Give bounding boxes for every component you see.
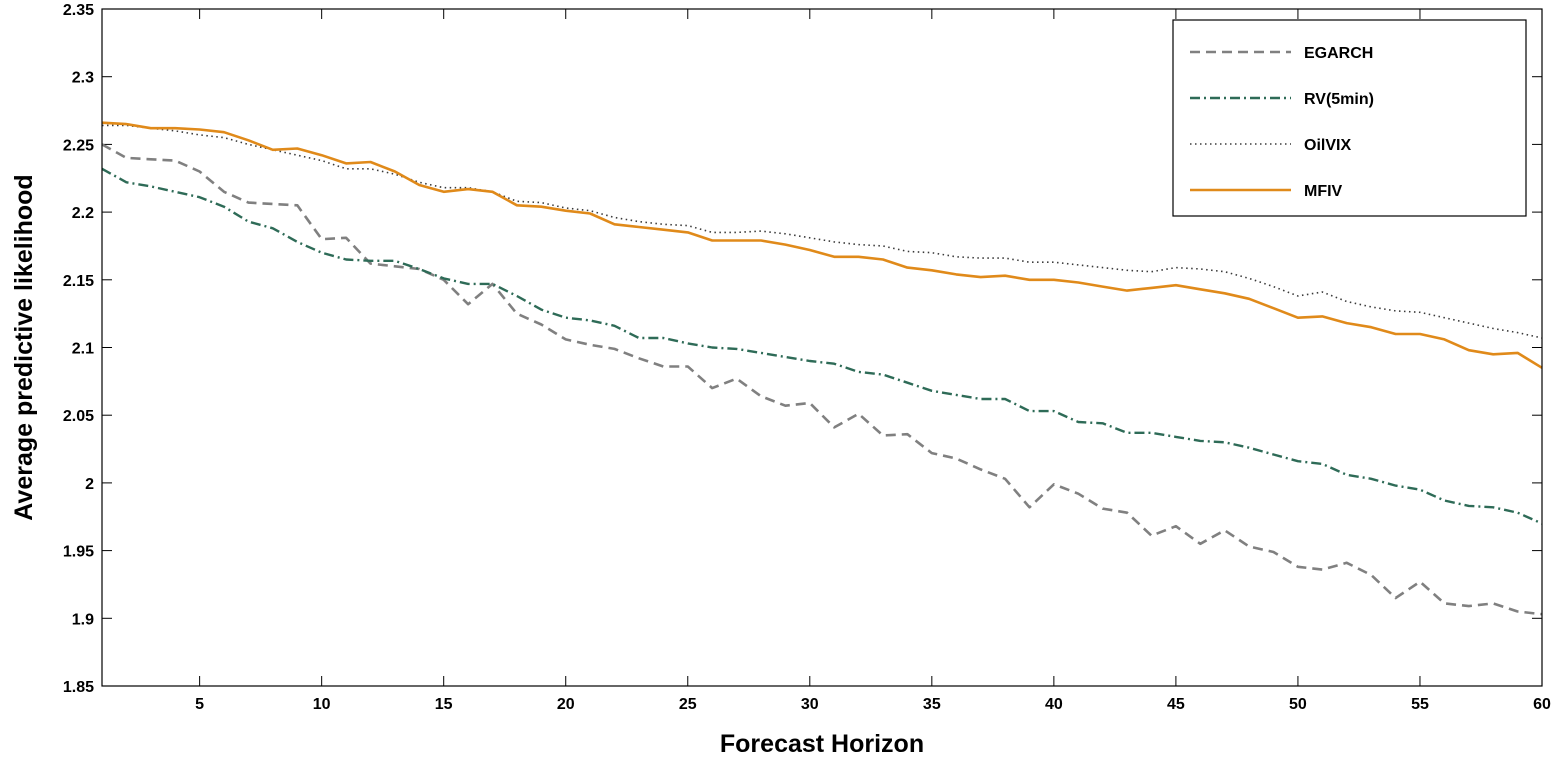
series-lines bbox=[101, 121, 1543, 616]
x-tick-label: 60 bbox=[1533, 696, 1551, 713]
y-tick-label: 2.25 bbox=[63, 137, 94, 154]
y-axis-title: Average predictive likelihood bbox=[10, 174, 38, 520]
y-tick-label: 2.15 bbox=[63, 273, 94, 290]
legend: EGARCH RV(5min) OilVIX MFIV bbox=[1172, 19, 1527, 217]
y-tick-label: 2 bbox=[85, 476, 94, 493]
y-tick-label: 1.85 bbox=[63, 679, 94, 696]
series-line-egarch bbox=[101, 143, 1543, 616]
y-tick-label: 2.2 bbox=[72, 205, 94, 222]
x-tick-label: 30 bbox=[801, 696, 819, 713]
y-tick-label: 1.95 bbox=[63, 544, 94, 561]
x-tick-label: 35 bbox=[923, 696, 941, 713]
x-tick-label: 50 bbox=[1289, 696, 1307, 713]
legend-label: EGARCH bbox=[1304, 45, 1373, 62]
legend-label: MFIV bbox=[1304, 183, 1343, 200]
x-axis-title: Forecast Horizon bbox=[720, 730, 924, 758]
y-tick-label: 2.1 bbox=[72, 341, 94, 358]
y-tick-label: 2.05 bbox=[63, 408, 94, 425]
x-tick-label: 45 bbox=[1167, 696, 1185, 713]
x-tick-label: 20 bbox=[557, 696, 575, 713]
x-tick-label: 15 bbox=[435, 696, 453, 713]
series-line-mfiv bbox=[101, 121, 1543, 369]
x-tick-label: 55 bbox=[1411, 696, 1429, 713]
x-tick-label: 5 bbox=[195, 696, 204, 713]
y-tick-label: 2.3 bbox=[72, 70, 94, 87]
y-tick-label: 1.9 bbox=[72, 611, 94, 628]
plot-area-frame bbox=[101, 8, 1543, 687]
axis-ticks: 5 10 15 20 25 30 35 40 45 50 55 60 1.85 1.9 1.95 2 2.05 2… bbox=[63, 2, 1551, 713]
series-line-rv-5min bbox=[101, 167, 1543, 525]
series-line-oilvix bbox=[102, 124, 1543, 339]
legend-label: OilVIX bbox=[1304, 137, 1351, 154]
x-tick-label: 10 bbox=[313, 696, 331, 713]
x-tick-label: 25 bbox=[679, 696, 697, 713]
x-tick-label: 40 bbox=[1045, 696, 1063, 713]
y-tick-label: 2.35 bbox=[63, 2, 94, 19]
legend-label: RV(5min) bbox=[1304, 91, 1374, 108]
